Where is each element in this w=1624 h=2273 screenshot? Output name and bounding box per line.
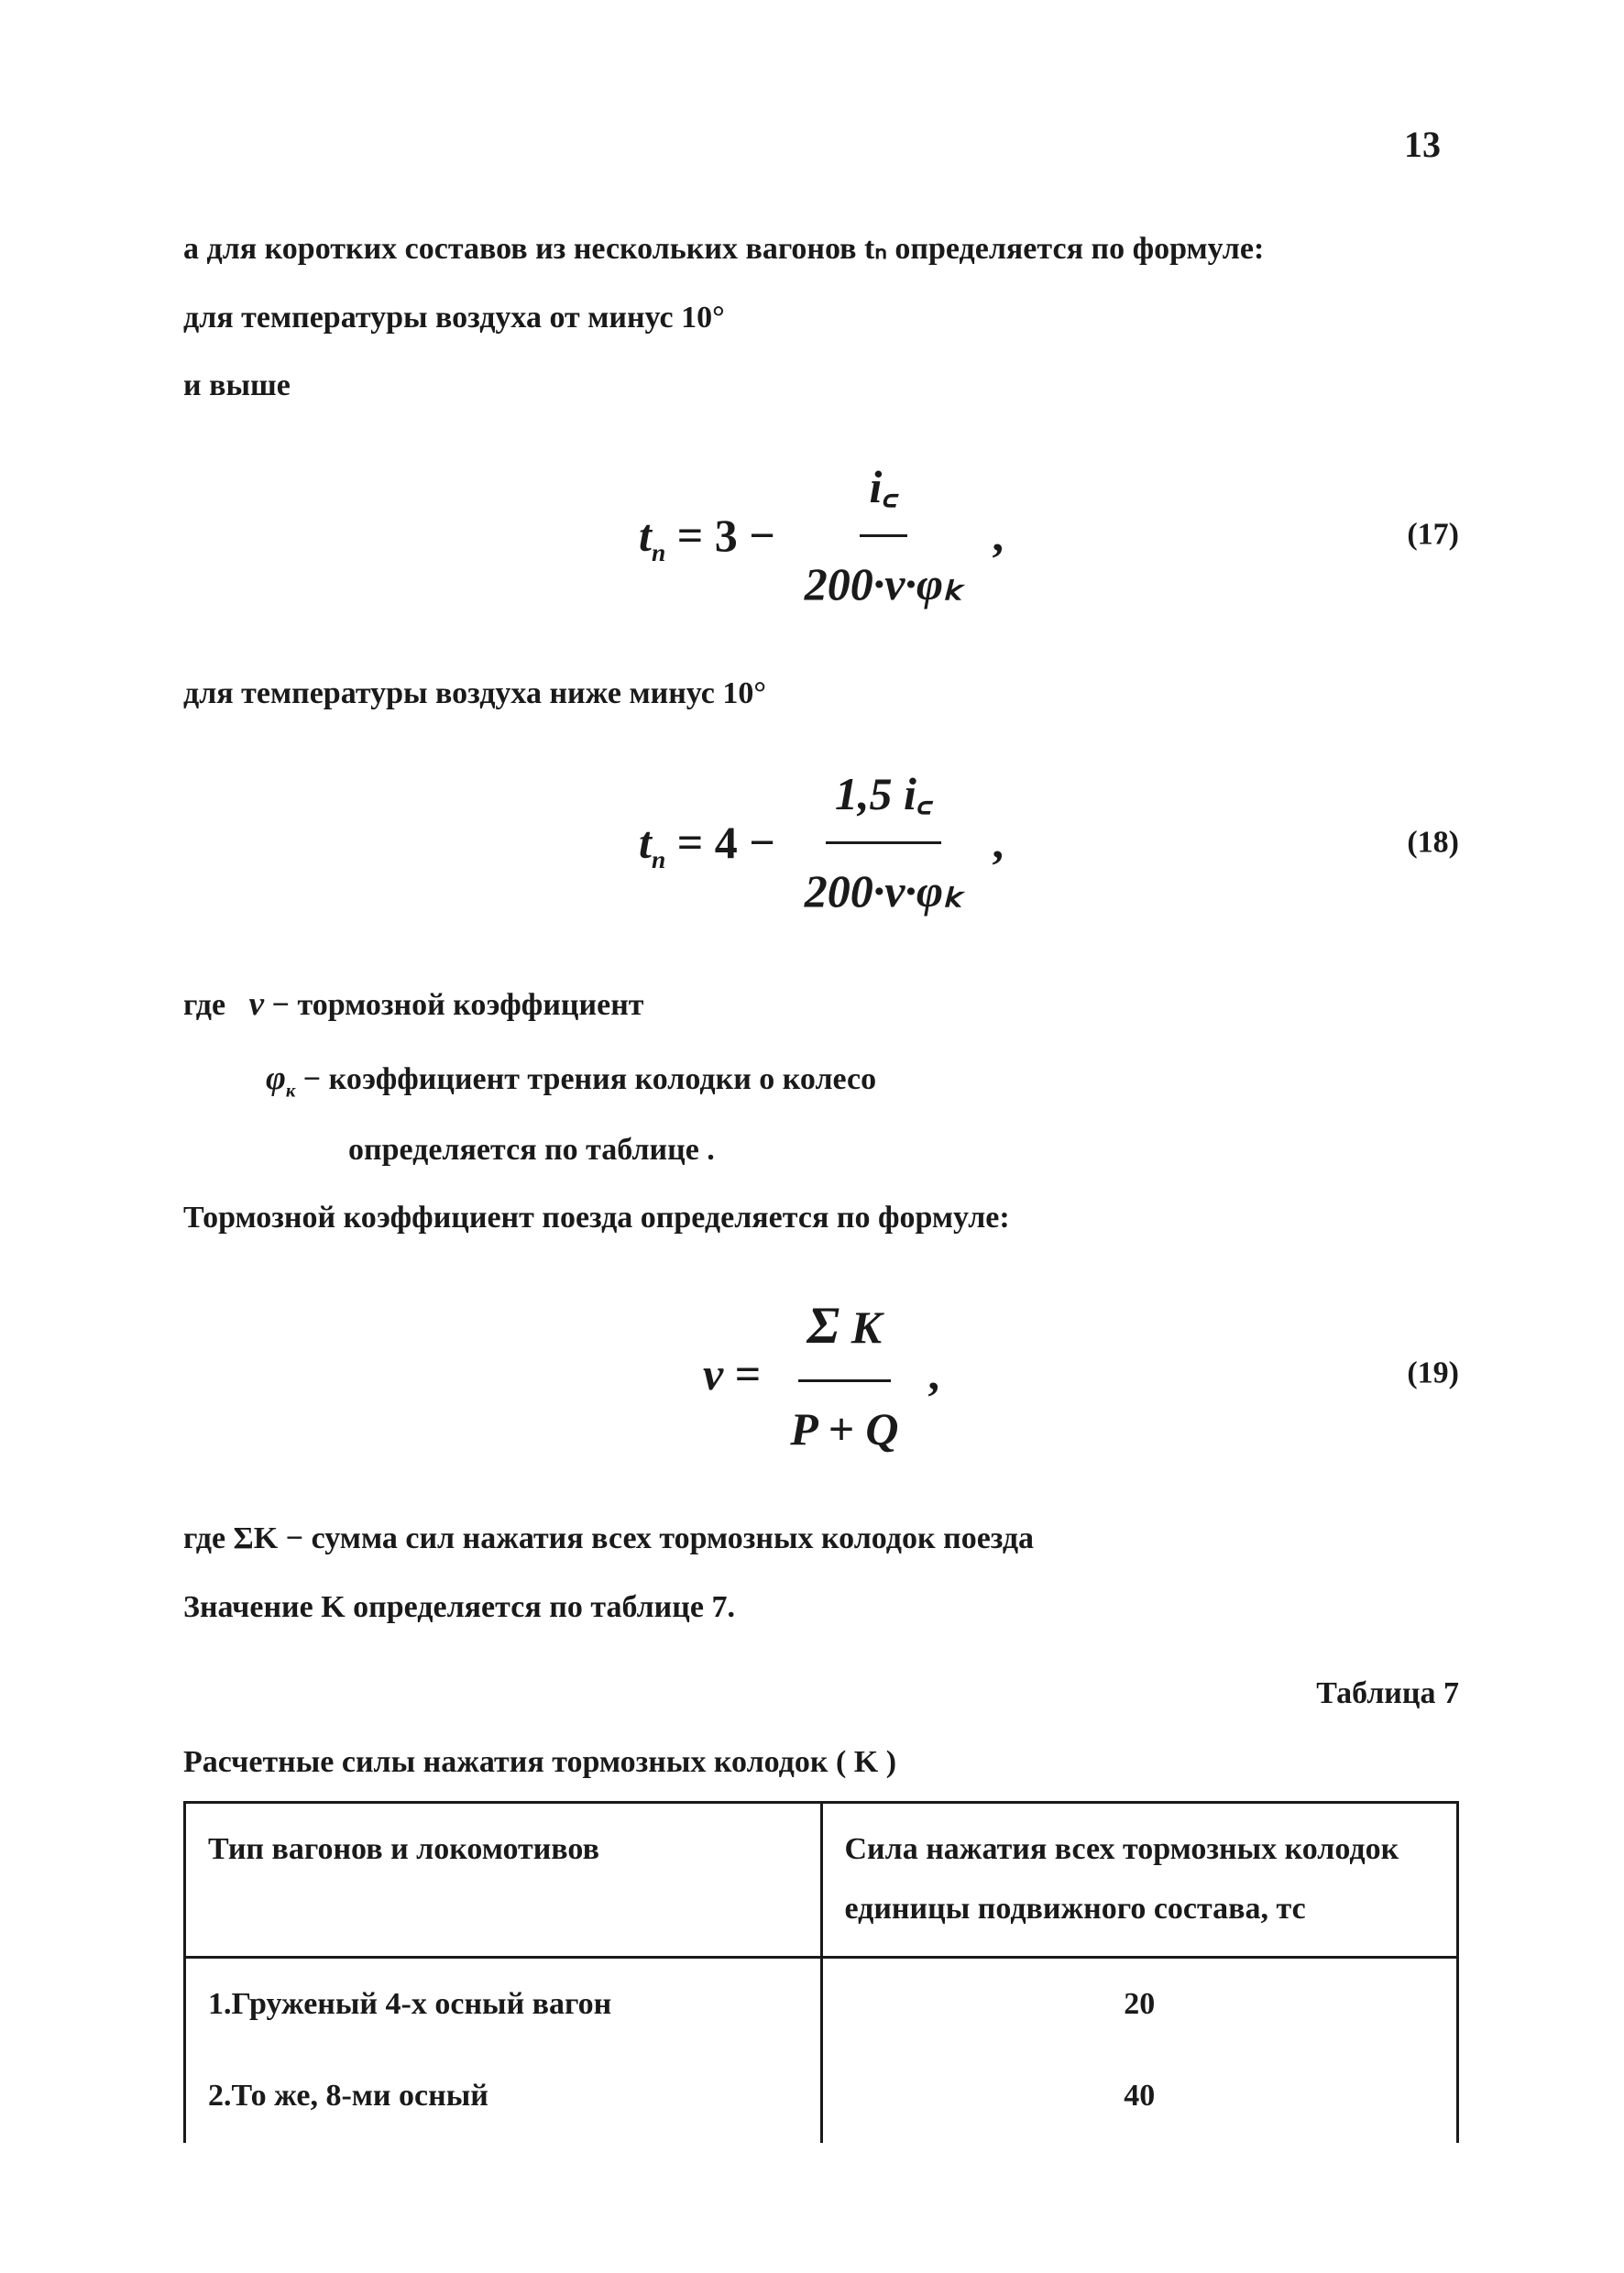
paragraph-K-table-ref: Значение K определяется по таблице 7. <box>183 1578 1459 1638</box>
page: 13 а для коротких составов из нескольких… <box>0 0 1624 2273</box>
eq18-number: (18) <box>1407 814 1459 873</box>
equation-19: v = Σ K P + Q , (19) <box>183 1276 1459 1473</box>
paragraph-sigmaK: где ΣK − сумма сил нажатия всех тормозны… <box>183 1510 1459 1569</box>
eq19-lhs: v = <box>703 1331 761 1418</box>
paragraph-temp-above-2: и выше <box>183 357 1459 416</box>
eq17-denominator: 200·v·φₖ <box>796 537 972 628</box>
def-phi-line2: определяется по таблице . <box>348 1121 1459 1180</box>
equation-17: tn = 3 − i꜀ 200·v·φₖ , (17) <box>183 444 1459 628</box>
eq18-numerator: 1,5 i꜀ <box>826 751 941 844</box>
eq18-denominator: 200·v·φₖ <box>796 844 972 935</box>
table-cell: 2.То же, 8-ми осный <box>185 2050 822 2143</box>
table-col-0: Тип вагонов и локомотивов <box>185 1803 822 1957</box>
table-7-label: Таблица 7 <box>183 1664 1459 1724</box>
table-row: 2.То же, 8-ми осный 40 <box>185 2050 1458 2143</box>
paragraph-temp-below: для температуры воздуха ниже минус 10° <box>183 664 1459 724</box>
eq17-fraction: i꜀ 200·v·φₖ <box>796 444 972 628</box>
eq19-fraction: Σ K P + Q <box>781 1276 907 1473</box>
table-col-1: Сила нажатия всех тормозных колодок един… <box>821 1803 1458 1957</box>
eq19-number: (19) <box>1407 1345 1459 1404</box>
eq18-lhs: tn = 4 − <box>639 799 775 886</box>
eq17-tail: , <box>992 492 1004 579</box>
page-number: 13 <box>1404 110 1441 180</box>
eq19-denominator: P + Q <box>781 1382 907 1473</box>
eq17-lhs: tn = 3 − <box>639 492 775 579</box>
where-word: где <box>183 988 225 1022</box>
paragraph-temp-above: для температуры воздуха от минус 10° <box>183 289 1459 348</box>
table-row: 1.Груженый 4-х осный вагон 20 <box>185 1957 1458 2050</box>
eq18-fraction: 1,5 i꜀ 200·v·φₖ <box>796 751 972 935</box>
table-7-caption: Расчетные силы нажатия тормозных колодок… <box>183 1733 1459 1793</box>
eq19-tail: , <box>928 1331 940 1418</box>
def-phi-line1: φк − коэффициент трения колодки о колесо <box>266 1046 1459 1111</box>
def-phi: − коэффициент трения колодки о колесо <box>303 1062 876 1096</box>
table-cell: 40 <box>821 2050 1458 2143</box>
table-header-row: Тип вагонов и локомотивов Сила нажатия в… <box>185 1803 1458 1957</box>
paragraph-brake-coef: Тормозной коэффициент поезда определяетс… <box>183 1189 1459 1248</box>
eq18-tail: , <box>992 799 1004 886</box>
eq19-numerator: Σ K <box>798 1276 891 1382</box>
where-line: где v − тормозной коэффициент <box>183 972 1459 1037</box>
table-cell: 1.Груженый 4-х осный вагон <box>185 1957 822 2050</box>
table-7: Тип вагонов и локомотивов Сила нажатия в… <box>183 1801 1459 2142</box>
def-v: − тормозной коэффициент <box>272 988 644 1022</box>
eq17-numerator: i꜀ <box>860 444 906 537</box>
table-cell: 20 <box>821 1957 1458 2050</box>
eq17-number: (17) <box>1407 506 1459 566</box>
equation-18: tn = 4 − 1,5 i꜀ 200·v·φₖ , (18) <box>183 751 1459 935</box>
paragraph-intro: а для коротких составов из нескольких ва… <box>183 220 1459 280</box>
page-content: а для коротких составов из нескольких ва… <box>183 220 1459 2143</box>
